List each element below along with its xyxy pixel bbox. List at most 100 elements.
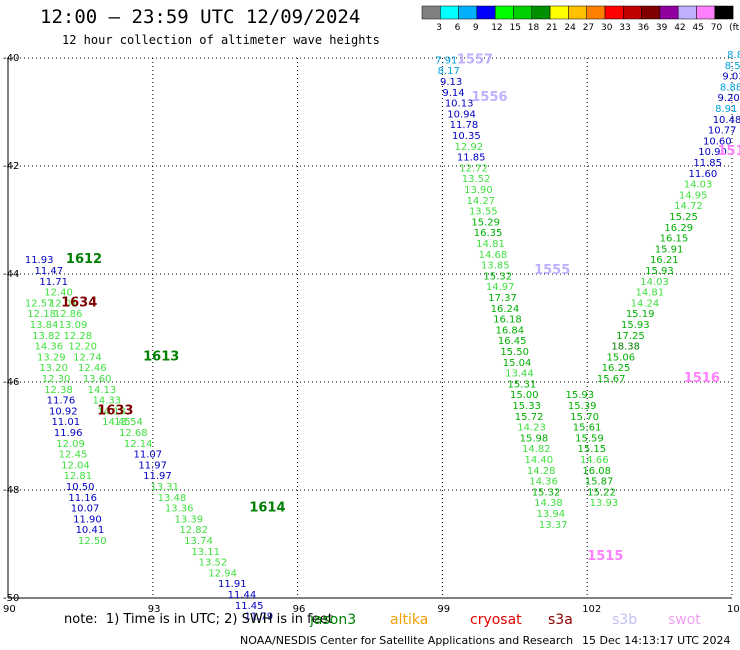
data-point-label: 11.85 [693,158,722,169]
data-point-label: 12.81 [64,471,93,482]
data-point-label: 15.50 [500,347,529,358]
data-point-label: 10.13 [445,99,474,110]
data-point-label: 12.28 [64,331,93,342]
data-point-label: 13.93 [590,498,619,509]
legend-label: 70 [711,23,723,33]
satellite-name: jason3 [310,612,357,628]
data-point-label: 10.77 [708,126,737,137]
data-point-label: 13.55 [469,207,498,218]
data-point-label: 13.39 [175,514,204,525]
legend-label: 12 [491,23,502,33]
data-point-label: 8.91 [715,104,737,115]
x-tick-label: 96 [293,604,306,615]
data-point-label: 16.45 [498,336,527,347]
data-point-label: 12.20 [68,342,97,353]
x-tick-label: 105 [727,604,740,615]
data-point-label: 13.82 [32,331,61,342]
data-point-label: 13.74 [184,536,213,547]
data-point-label: 10.50 [66,482,95,493]
data-point-label: 14.36 [529,477,558,488]
data-point-label: 14.81 [635,288,664,299]
data-point-label: 15.33 [512,401,541,412]
legend-swatch [623,5,642,20]
data-point-label: 13.52 [199,558,228,569]
data-point-label: 13.85 [481,261,510,272]
legend-swatch [677,5,697,20]
data-point-label: 11.91 [218,579,247,590]
data-point-label: 12.45 [59,450,88,461]
data-point-label: 11.45 [235,601,264,612]
data-point-label: 10.41 [76,525,105,536]
data-point-label: 14.38 [534,498,563,509]
data-point-label: 15.93 [645,266,674,277]
y-tick-label: -42 [3,161,19,172]
data-point-label: 14.28 [527,466,556,477]
data-point-label: 9.14 [442,88,464,99]
data-point-label: 15.91 [655,244,684,255]
data-point-label: 14.36 [35,342,64,353]
data-point-label: 15.59 [575,433,604,444]
data-point-label: 15.39 [568,401,597,412]
data-point-label: 11.90 [73,514,102,525]
data-point-label: 15.87 [585,477,614,488]
legend-swatch [513,5,533,20]
data-point-label: 8.8 [727,50,740,61]
data-point-label: 11.16 [68,493,97,504]
data-point-label: 15.06 [607,352,636,363]
data-point-label: 12.72 [459,163,488,174]
data-point-label: 16.24 [491,304,520,315]
y-tick-label: -40 [3,53,19,64]
track-id-label: 1515 [587,549,623,564]
track-id-label: 1516 [684,371,720,386]
track-id-label: 1556 [471,90,507,105]
data-point-label: 15.93 [621,320,650,331]
data-point-label: 15.72 [515,412,544,423]
data-point-label: 13.31 [150,482,179,493]
data-point-label: 11.47 [35,266,64,277]
data-point-label: 16.08 [582,466,611,477]
data-point-label: 14.45 [102,417,131,428]
data-point-label: 8.17 [438,66,460,77]
x-tick-label: 99 [437,604,450,615]
data-point-label: 12.18 [27,309,56,320]
data-point-label: 13.90 [464,185,493,196]
data-point-label: 11.78 [450,120,479,131]
satellite-name: s3a [548,612,573,628]
data-point-label: 7.91 [435,55,457,66]
track-id-label: 1555 [534,263,570,278]
chart-title: 12:00 — 23:59 UTC 12/09/2024 [40,6,361,28]
data-point-label: 13.48 [158,493,187,504]
data-point-label: 14.27 [467,196,496,207]
legend-swatch [586,5,606,20]
x-tick-label: 102 [582,604,601,615]
legend-swatch [531,5,551,20]
data-point-label: 13.54 [114,417,143,428]
track-id-label: 1614 [249,501,285,516]
chart-subtitle: 12 hour collection of altimeter wave hei… [62,33,380,47]
y-tick-label: -48 [3,485,19,496]
data-point-label: 14.40 [524,455,553,466]
legend-swatch [568,5,587,20]
data-point-label: 11.85 [457,153,486,164]
legend-label: 6 [455,23,461,33]
data-point-label: 16.25 [602,363,631,374]
satellite-name: s3b [612,612,638,628]
data-point-label: 11.44 [228,590,257,601]
y-tick-label: -50 [3,593,19,604]
data-point-label: 12.09 [56,439,85,450]
legend-label: 18 [528,23,540,33]
data-point-label: 15.19 [626,309,655,320]
data-point-label: 10.35 [452,131,481,142]
credit-text: NOAA/NESDIS Center for Satellite Applica… [240,634,574,647]
data-point-label: 9.03 [722,72,740,83]
legend-label: 33 [619,23,630,33]
data-point-label: 16.29 [664,223,693,234]
data-point-label: 15.93 [565,390,594,401]
data-point-label: 15.22 [587,487,616,498]
data-point-label: 12.14 [124,439,153,450]
legend-label: 3 [436,23,442,33]
satellite-name: cryosat [470,612,522,628]
data-point-label: 14.82 [522,444,551,455]
data-point-label: 12.86 [54,309,83,320]
legend-label: 30 [601,23,613,33]
